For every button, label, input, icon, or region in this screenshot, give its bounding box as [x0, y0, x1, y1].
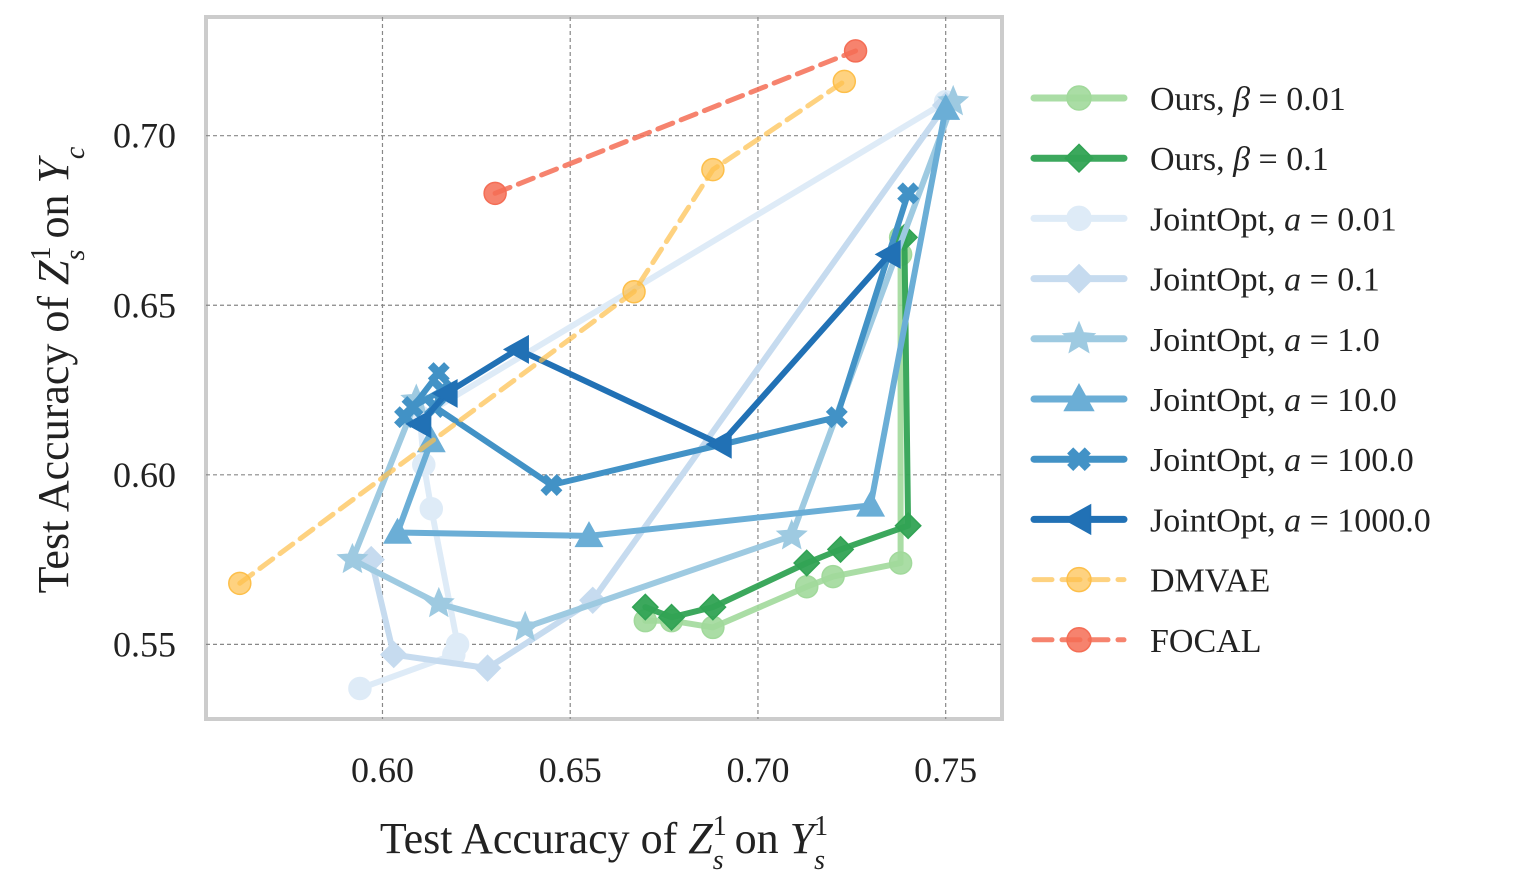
data-point [856, 490, 886, 517]
data-point [657, 603, 686, 631]
data-point [775, 519, 808, 550]
data-point [540, 474, 563, 496]
data-point [427, 362, 450, 385]
legend-marker [1063, 503, 1092, 536]
series-line [492, 48, 859, 196]
data-point [445, 632, 470, 657]
data-point [894, 511, 922, 540]
series-7 [405, 239, 901, 459]
data-point [383, 517, 412, 544]
data-point [843, 39, 868, 63]
legend-label: JointOpt, a = 0.1 [1150, 262, 1380, 299]
series-line [237, 78, 847, 586]
legend-entry: JointOpt, a = 10.0 [1030, 382, 1397, 419]
legend-marker [1066, 627, 1092, 653]
data-point [502, 334, 529, 364]
legend-marker [1064, 263, 1094, 294]
legend-label: JointOpt, a = 10.0 [1150, 382, 1397, 419]
legend-entry: Ours, β = 0.01 [1030, 81, 1346, 118]
legend-entry: FOCAL [1031, 623, 1261, 660]
data-point [821, 564, 845, 589]
data-point [401, 396, 424, 418]
data-point [574, 521, 604, 548]
data-point [897, 182, 920, 205]
legend-marker [1067, 447, 1091, 472]
data-point [509, 610, 542, 641]
series-line [349, 98, 957, 631]
legend-entry: JointOpt, a = 100.0 [1030, 442, 1414, 479]
x-tick-label: 0.65 [539, 750, 602, 790]
data-point [832, 69, 857, 94]
legend-marker [1061, 320, 1097, 354]
data-point [931, 93, 961, 120]
data-point [793, 549, 821, 577]
legend: Ours, β = 0.01 Ours, β = 0.1 JointOpt, a =… [1030, 81, 1431, 660]
data-point [228, 571, 252, 596]
y-tick-label: 0.55 [113, 624, 176, 664]
legend-marker [1064, 143, 1094, 174]
x-tick-label: 0.60 [351, 750, 414, 790]
legend-entry: DMVAE [1031, 563, 1270, 600]
data-point [701, 157, 725, 182]
x-tick-label: 0.70 [726, 750, 789, 790]
series-9 [483, 39, 868, 206]
legend-entry: JointOpt, a = 0.01 [1030, 201, 1397, 238]
data-point [888, 551, 913, 575]
series-8 [228, 69, 857, 596]
x-axis-title: Test Accuracy of Z1 s on Y1 s [380, 811, 828, 876]
legend-entry: Ours, β = 0.1 [1030, 141, 1329, 178]
series-layer [228, 39, 970, 701]
legend-entry: JointOpt, a = 0.1 [1030, 262, 1380, 299]
data-point [336, 542, 369, 574]
legend-label: DMVAE [1150, 563, 1270, 600]
legend-entry: JointOpt, a = 1000.0 [1030, 502, 1431, 539]
legend-label: JointOpt, a = 0.01 [1150, 201, 1397, 238]
legend-label: JointOpt, a = 1000.0 [1150, 502, 1431, 539]
legend-marker [1066, 566, 1092, 593]
data-point [473, 654, 502, 682]
data-point [380, 640, 408, 669]
data-point [825, 406, 848, 429]
data-point [705, 429, 732, 459]
legend-marker [1066, 85, 1092, 111]
y-tick-label: 0.70 [113, 116, 176, 156]
y-axis-title: Test Accuracy of Z1 s on Yc [26, 146, 91, 593]
data-point [631, 593, 660, 621]
legend-entry: JointOpt, a = 1.0 [1030, 320, 1380, 359]
data-point [348, 676, 372, 701]
data-point [405, 409, 432, 439]
legend-marker [1063, 383, 1095, 412]
y-tick-label: 0.60 [113, 455, 176, 495]
data-point [795, 574, 819, 599]
legend-label: Ours, β = 0.01 [1150, 81, 1346, 118]
plot-frame [204, 15, 1004, 721]
legend-marker [1066, 205, 1092, 232]
legend-label: Ours, β = 0.1 [1150, 141, 1329, 178]
data-point [622, 279, 646, 304]
data-point [483, 181, 507, 206]
legend-label: FOCAL [1150, 623, 1261, 660]
data-point [699, 593, 727, 621]
data-point [422, 586, 455, 618]
tick-labels: 0.60 0.65 0.70 0.75 0.55 0.60 0.65 0.70 [113, 116, 977, 790]
data-point [826, 535, 855, 564]
y-tick-label: 0.65 [113, 285, 176, 325]
data-point [419, 496, 444, 521]
legend-label: JointOpt, a = 1.0 [1150, 322, 1380, 359]
data-point [874, 239, 901, 269]
data-point [431, 378, 458, 408]
legend-label: JointOpt, a = 100.0 [1150, 442, 1414, 479]
x-tick-label: 0.75 [914, 750, 977, 790]
